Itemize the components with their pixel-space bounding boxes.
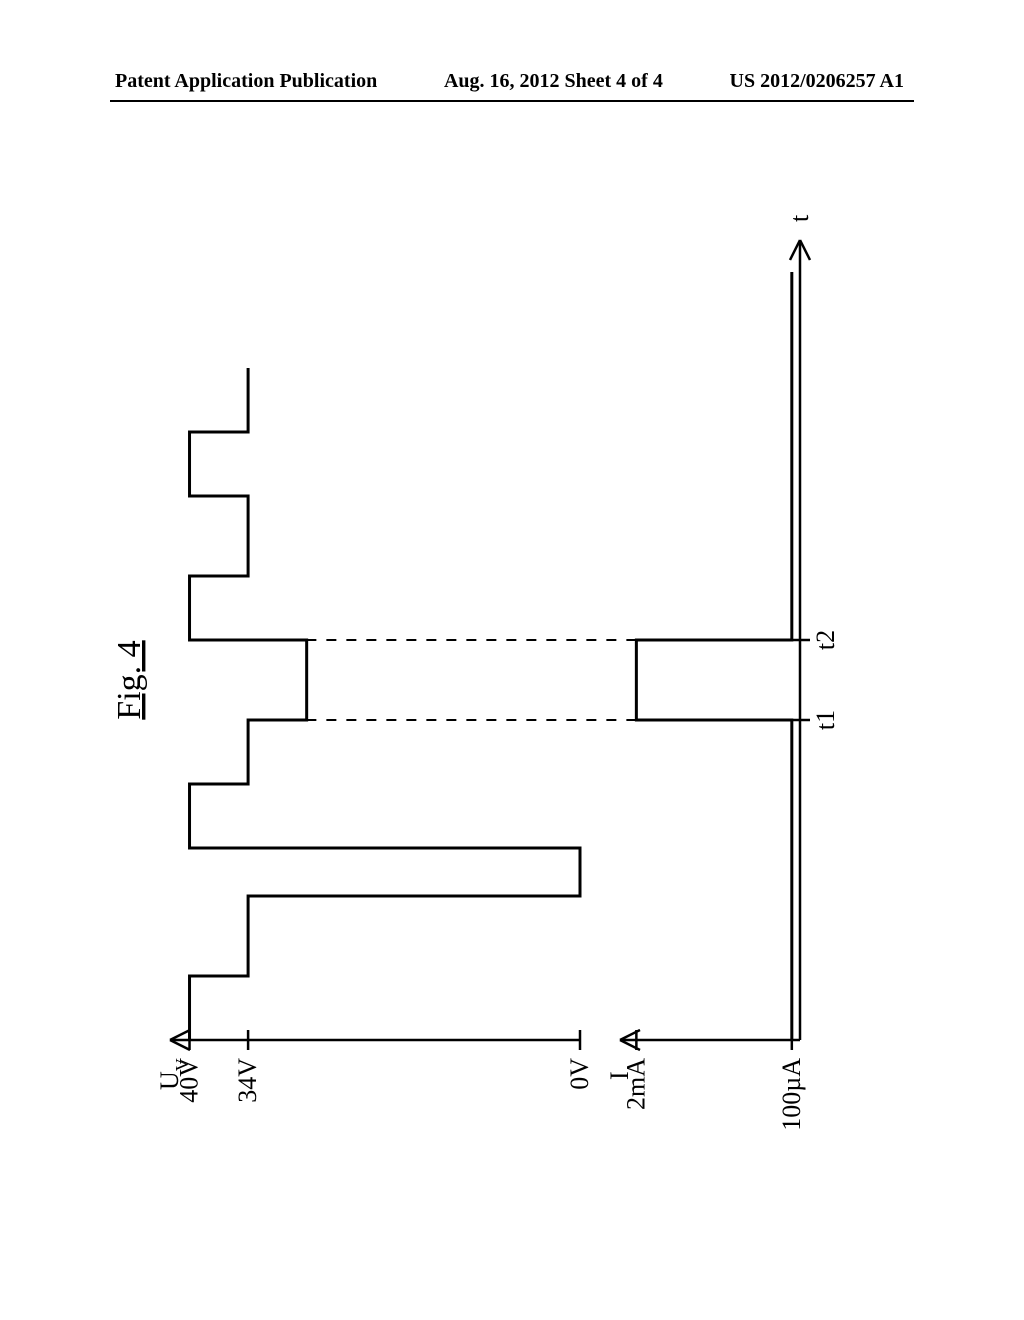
figure-title: Fig. 4 [111,640,148,719]
upper-trace [190,368,580,1040]
lower-y-tick-label: 100µA [777,1058,806,1131]
page-header: Patent Application Publication Aug. 16, … [0,70,1024,93]
upper-y-tick-label: 40V [175,1058,204,1103]
figure-4: Fig. 4UV40V34V0VI2mA100µAtt1t2 [100,160,900,1200]
upper-y-tick-label: 0V [565,1058,594,1090]
header-left: Patent Application Publication [115,70,377,93]
lower-trace [636,272,791,1040]
figure-4-rotated: Fig. 4UV40V34V0VI2mA100µAtt1t2 [100,160,900,1200]
header-rule [110,100,914,102]
header-right: US 2012/0206257 A1 [730,70,904,93]
header-center: Aug. 16, 2012 Sheet 4 of 4 [444,70,663,93]
figure-4-svg: Fig. 4UV40V34V0VI2mA100µAtt1t2 [100,160,900,1200]
lower-x-tick-label: t1 [811,710,840,730]
lower-y-tick-label: 2mA [621,1058,650,1110]
lower-x-tick-label: t2 [811,630,840,650]
lower-x-axis-label: t [785,214,814,222]
upper-y-tick-label: 34V [233,1058,262,1103]
